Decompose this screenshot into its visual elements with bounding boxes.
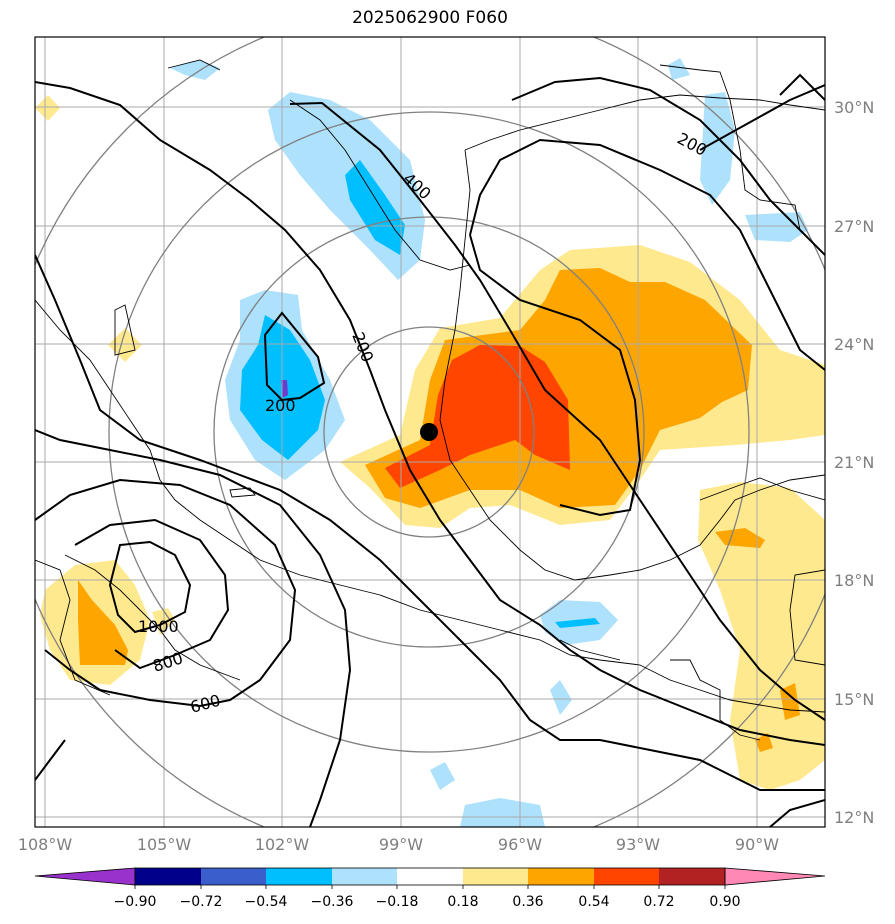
colorbar-frame xyxy=(134,867,726,886)
colorbar-segment-4 xyxy=(332,868,397,885)
yellow-diamond-2 xyxy=(108,328,142,362)
colorbar-extend-high xyxy=(724,867,826,886)
colorbar-segment-5 xyxy=(397,868,463,885)
orange-east-1 xyxy=(715,528,765,548)
orange-east-3 xyxy=(755,733,773,752)
contour-400 xyxy=(289,101,825,721)
lat-label-21n: 21°N xyxy=(834,453,874,472)
blue-area-northeast xyxy=(668,58,690,80)
colorbar-tick-7: 0.36 xyxy=(512,894,543,910)
blue-area-east xyxy=(745,212,808,242)
colorbar-tick-10: 0.90 xyxy=(709,894,740,910)
contour-1000 xyxy=(108,540,192,634)
map-area xyxy=(35,37,825,827)
blue-area-bottom xyxy=(460,798,545,827)
colorbar-segment-8 xyxy=(594,868,659,885)
contour-top xyxy=(779,73,825,101)
contour-200-west xyxy=(263,311,326,402)
map-title: 2025062900 F060 xyxy=(352,8,508,28)
lon-label-90w: 90°W xyxy=(735,835,779,854)
lat-label-27n: 27°N xyxy=(834,217,874,236)
lon-label-93w: 93°W xyxy=(616,835,660,854)
blue-area-south xyxy=(430,762,455,790)
blue-area-top xyxy=(170,60,220,80)
colorbar-tick-3: −0.54 xyxy=(245,894,288,910)
colorbar: −0.90 −0.72 −0.54 −0.36 −0.18 0.18 0.36 … xyxy=(34,867,826,910)
contour-gulf-loop xyxy=(469,138,825,371)
lat-label-18n: 18°N xyxy=(834,571,874,590)
yellow-diamond-1 xyxy=(35,95,60,121)
contours xyxy=(35,73,825,827)
blue-area-west-purple xyxy=(281,380,288,398)
lon-label-99w: 99°W xyxy=(379,835,423,854)
colorbar-segment-1 xyxy=(135,868,201,885)
latitude-labels: 30°N 27°N 24°N 21°N 18°N 15°N 12°N xyxy=(834,98,874,827)
colorbar-segment-7 xyxy=(528,868,594,885)
blue-area-small xyxy=(550,680,572,715)
colorbar-extend-low xyxy=(34,867,136,886)
colorbar-tick-1: −0.90 xyxy=(114,894,157,910)
longitude-labels: 108°W 105°W 102°W 99°W 96°W 93°W 90°W xyxy=(18,835,779,854)
colorbar-segment-2 xyxy=(201,868,266,885)
lat-label-24n: 24°N xyxy=(834,335,874,354)
contour-bottom-right xyxy=(769,799,825,827)
contour-outer xyxy=(35,429,352,827)
colorbar-tick-8: 0.54 xyxy=(578,894,609,910)
lat-label-15n: 15°N xyxy=(834,690,874,709)
positive-shading xyxy=(35,95,825,790)
lon-label-102w: 102°W xyxy=(255,835,310,854)
contour-gulf-loop-2 xyxy=(469,234,642,517)
colorbar-tick-2: −0.72 xyxy=(180,894,223,910)
blue-area-northeast-2 xyxy=(700,92,735,205)
contour-800 xyxy=(74,518,230,670)
coastlines xyxy=(35,59,825,741)
colorbar-tick-5: −0.18 xyxy=(376,894,419,910)
range-rings xyxy=(35,37,825,827)
lon-label-108w: 108°W xyxy=(18,835,73,854)
colorbar-segment-3 xyxy=(266,868,332,885)
colorbar-segment-9 xyxy=(659,868,725,885)
colorbar-ticks xyxy=(134,885,726,889)
blue-area-gulf-core xyxy=(555,618,600,628)
contour-label-1000: 1000 xyxy=(138,617,179,636)
map-frame xyxy=(34,36,826,828)
storm-center-marker xyxy=(420,423,438,441)
colorbar-tick-4: −0.36 xyxy=(311,894,354,910)
blue-area-north-core xyxy=(345,160,405,255)
colorbar-tick-9: 0.72 xyxy=(643,894,674,910)
contour-west-lower xyxy=(35,254,825,791)
contour-northeast xyxy=(511,76,825,256)
contour-label-200-b: 200 xyxy=(265,396,296,415)
contour-northeast-2 xyxy=(699,84,825,151)
graticule xyxy=(35,37,825,827)
red-core xyxy=(385,345,570,488)
lon-label-96w: 96°W xyxy=(498,835,542,854)
orange-west xyxy=(78,580,128,665)
lon-label-105w: 105°W xyxy=(137,835,192,854)
contour-600 xyxy=(35,478,297,708)
contour-sw-edge xyxy=(35,739,66,781)
lat-label-12n: 12°N xyxy=(834,808,874,827)
colorbar-segment-6 xyxy=(463,868,528,885)
colorbar-tick-6: 0.18 xyxy=(447,894,478,910)
contour-200-outer xyxy=(35,81,825,746)
lat-label-30n: 30°N xyxy=(834,98,874,117)
